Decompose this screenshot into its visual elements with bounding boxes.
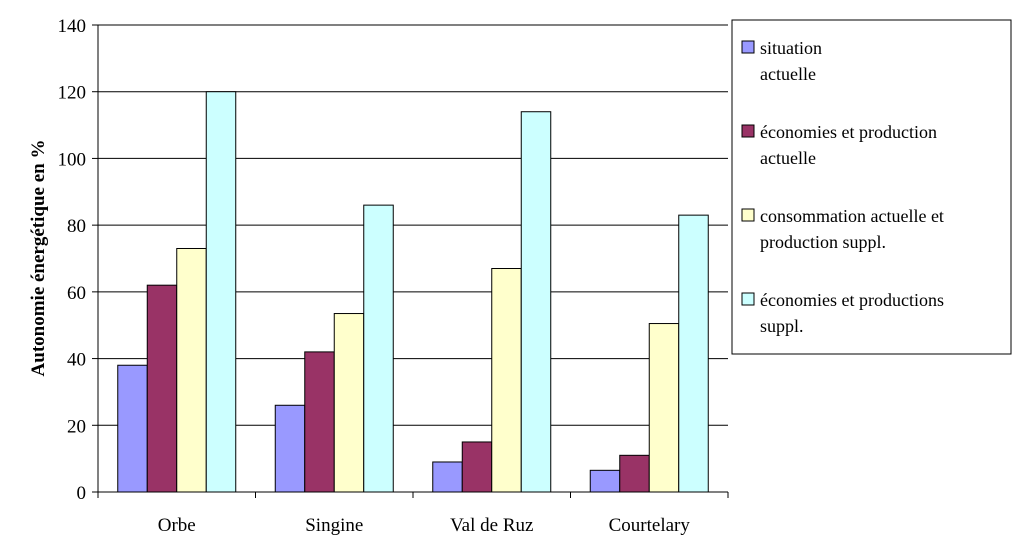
y-tick-labels: 0 20 40 60 80 100 120 140 (58, 16, 87, 504)
y-tick-label: 0 (77, 483, 87, 504)
legend-swatch (741, 292, 755, 306)
y-tick-label: 20 (67, 416, 86, 437)
bar (333, 313, 365, 493)
bar (304, 351, 335, 493)
bar (176, 247, 207, 493)
y-tick-label: 120 (58, 83, 87, 104)
y-tick-label: 60 (67, 283, 86, 304)
x-tick-label: Singine (305, 515, 363, 536)
bar (520, 111, 552, 493)
bars (117, 91, 709, 493)
bar (117, 364, 148, 493)
x-tick-label: Orbe (158, 515, 196, 536)
legend-label: économies et productions suppl. (760, 290, 944, 336)
legend-label: situation actuelle (760, 38, 822, 84)
bar (432, 461, 463, 493)
legend-frame (731, 19, 1012, 355)
bar (648, 323, 680, 493)
y-axis-title: Autonomie énergétique en % (28, 140, 49, 377)
y-tick-label: 40 (67, 350, 86, 371)
y-tick-label: 80 (67, 216, 86, 237)
legend-label: économies et production actuelle (760, 122, 937, 168)
legend: situation actuelle économies et production… (731, 19, 1012, 355)
x-tick-label: Courtelary (609, 515, 691, 536)
legend-swatch (741, 40, 755, 54)
bar (589, 469, 621, 493)
bar (678, 214, 709, 493)
x-tick-label: Val de Ruz (450, 515, 533, 536)
bar (619, 454, 650, 493)
legend-label: consommation actuelle et production suppl… (760, 206, 944, 252)
bar (146, 284, 178, 493)
x-tick-labels: Orbe Singine Val de Ruz Courtelary (158, 515, 691, 536)
bar (363, 204, 394, 493)
bar (274, 404, 306, 493)
legend-swatch (741, 124, 755, 138)
bar (491, 268, 522, 493)
axes (92, 24, 729, 498)
y-tick-label: 100 (58, 149, 87, 170)
bar (205, 91, 237, 493)
legend-swatch (741, 208, 755, 222)
bar (461, 441, 493, 493)
y-tick-label: 140 (58, 16, 87, 37)
